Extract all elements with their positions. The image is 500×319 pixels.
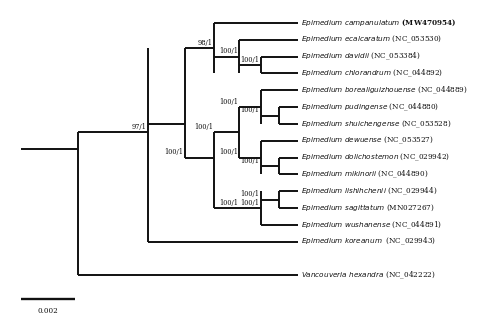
Text: 100/1: 100/1 — [240, 190, 260, 198]
Text: $\it{Epimedium\ mikinorii}$ (NC_044890): $\it{Epimedium\ mikinorii}$ (NC_044890) — [301, 169, 428, 180]
Text: $\it{Epimedium\ davidii}$ (NC_053384): $\it{Epimedium\ davidii}$ (NC_053384) — [301, 51, 421, 62]
Text: $\it{Epimedium\ sagittatum}$ (MN027267): $\it{Epimedium\ sagittatum}$ (MN027267) — [301, 203, 434, 213]
Text: $\it{Epimedium\ shuichengense}$ (NC_053528): $\it{Epimedium\ shuichengense}$ (NC_0535… — [301, 118, 452, 130]
Text: 100/1: 100/1 — [219, 47, 238, 55]
Text: 100/1: 100/1 — [194, 123, 213, 131]
Text: $\it{Epimedium\ borealiguizhouense}$ (NC_044889): $\it{Epimedium\ borealiguizhouense}$ (NC… — [301, 85, 468, 96]
Text: 97/1: 97/1 — [132, 123, 147, 131]
Text: $\it{Epimedium\ ecalcaratum}$ (NC_053530): $\it{Epimedium\ ecalcaratum}$ (NC_053530… — [301, 34, 442, 45]
Text: $\it{Epimedium\ pudingense}$ (NC_044880): $\it{Epimedium\ pudingense}$ (NC_044880) — [301, 101, 440, 113]
Text: 98/1: 98/1 — [198, 39, 213, 47]
Text: $\it{Vancouveria\ hexandra}$ (NC_042222): $\it{Vancouveria\ hexandra}$ (NC_042222) — [301, 270, 436, 281]
Text: $\it{Epimedium\ wushanense}$ (NC_044891): $\it{Epimedium\ wushanense}$ (NC_044891) — [301, 219, 442, 231]
Text: 100/1: 100/1 — [219, 199, 238, 207]
Text: $\it{Epimedium\ dewuense}$ (NC_053527): $\it{Epimedium\ dewuense}$ (NC_053527) — [301, 135, 434, 146]
Text: 100/1: 100/1 — [240, 157, 260, 165]
Text: 100/1: 100/1 — [240, 199, 260, 207]
Text: 100/1: 100/1 — [219, 98, 238, 106]
Text: 100/1: 100/1 — [240, 106, 260, 114]
Text: $\it{Epimedium\ chlorandrum}$ (NC_044892): $\it{Epimedium\ chlorandrum}$ (NC_044892… — [301, 68, 443, 79]
Text: $\it{Epimedium\ campanulatum}$ (MW470954): $\it{Epimedium\ campanulatum}$ (MW470954… — [301, 18, 456, 28]
Text: 0.002: 0.002 — [38, 307, 58, 315]
Text: 100/1: 100/1 — [164, 148, 184, 156]
Text: $\it{Epimedium\ dolichostemon}$ (NC_029942): $\it{Epimedium\ dolichostemon}$ (NC_0299… — [301, 152, 450, 163]
Text: $\it{Epimedium\ lishihchenii}$ (NC_029944): $\it{Epimedium\ lishihchenii}$ (NC_02994… — [301, 186, 438, 197]
Text: 100/1: 100/1 — [219, 148, 238, 156]
Text: 100/1: 100/1 — [240, 56, 260, 64]
Text: $\it{Epimedium\ koreanum}$  (NC_029943): $\it{Epimedium\ koreanum}$ (NC_029943) — [301, 236, 436, 248]
